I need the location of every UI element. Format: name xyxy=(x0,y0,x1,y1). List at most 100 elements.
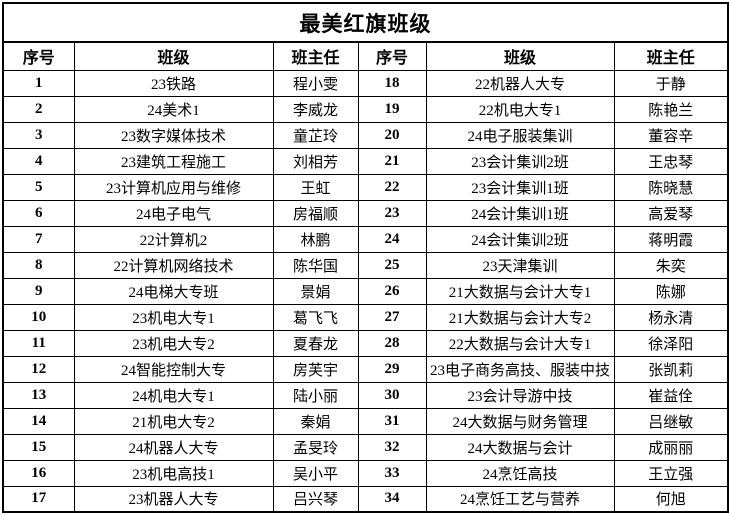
page-title: 最美红旗班级 xyxy=(2,2,729,43)
cell-class-left: 22计算机2 xyxy=(73,225,274,253)
cell-teacher-right: 陈娜 xyxy=(613,277,729,305)
cell-no-right: 24 xyxy=(357,225,427,253)
cell-teacher-left: 林鹏 xyxy=(272,225,359,253)
table-row: 11 23机电大专2 夏春龙 28 22大数据与会计大专1 徐泽阳 xyxy=(2,329,729,357)
cell-no-right: 28 xyxy=(357,329,427,357)
cell-class-left: 24机器人大专 xyxy=(73,433,274,461)
cell-teacher-right: 蒋明霞 xyxy=(613,225,729,253)
cell-teacher-right: 成丽丽 xyxy=(613,433,729,461)
cell-class-right: 23天津集训 xyxy=(425,251,615,279)
cell-teacher-right: 张凯莉 xyxy=(613,355,729,383)
table-row: 6 24电子电气 房福顺 23 24会计集训1班 高爱琴 xyxy=(2,199,729,227)
cell-class-right: 24大数据与财务管理 xyxy=(425,407,615,435)
title-row: 最美红旗班级 xyxy=(2,2,729,43)
cell-no-right: 20 xyxy=(357,121,427,149)
cell-class-right: 23会计集训1班 xyxy=(425,173,615,201)
cell-no-left: 3 xyxy=(2,121,75,149)
column-header-teacher-right: 班主任 xyxy=(613,41,729,71)
cell-teacher-left: 程小雯 xyxy=(272,69,359,97)
cell-class-left: 24电梯大专班 xyxy=(73,277,274,305)
cell-no-right: 27 xyxy=(357,303,427,331)
cell-teacher-right: 徐泽阳 xyxy=(613,329,729,357)
cell-teacher-left: 葛飞飞 xyxy=(272,303,359,331)
table-row: 17 23机器人大专 吕兴琴 34 24烹饪工艺与营养 何旭 xyxy=(2,485,729,513)
cell-class-left: 22计算机网络技术 xyxy=(73,251,274,279)
table-row: 7 22计算机2 林鹏 24 24会计集训2班 蒋明霞 xyxy=(2,225,729,253)
cell-class-right: 22机电大专1 xyxy=(425,95,615,123)
cell-no-left: 2 xyxy=(2,95,75,123)
cell-no-left: 11 xyxy=(2,329,75,357)
cell-no-right: 29 xyxy=(357,355,427,383)
cell-no-left: 10 xyxy=(2,303,75,331)
cell-class-right: 21大数据与会计大专1 xyxy=(425,277,615,305)
cell-no-right: 31 xyxy=(357,407,427,435)
cell-teacher-right: 陈晓慧 xyxy=(613,173,729,201)
cell-no-left: 1 xyxy=(2,69,75,97)
cell-class-right: 24电子服装集训 xyxy=(425,121,615,149)
cell-teacher-left: 房芙宇 xyxy=(272,355,359,383)
cell-no-right: 25 xyxy=(357,251,427,279)
cell-class-left: 23建筑工程施工 xyxy=(73,147,274,175)
cell-class-right: 22机器人大专 xyxy=(425,69,615,97)
cell-class-left: 21机电大专2 xyxy=(73,407,274,435)
column-header-no-left: 序号 xyxy=(2,41,75,71)
cell-no-right: 30 xyxy=(357,381,427,409)
table-row: 15 24机器人大专 孟旻玲 32 24大数据与会计 成丽丽 xyxy=(2,433,729,461)
cell-no-left: 13 xyxy=(2,381,75,409)
table-row: 10 23机电大专1 葛飞飞 27 21大数据与会计大专2 杨永清 xyxy=(2,303,729,331)
cell-teacher-left: 房福顺 xyxy=(272,199,359,227)
column-header-class-left: 班级 xyxy=(73,41,274,71)
table-row: 5 23计算机应用与维修 王虹 22 23会计集训1班 陈晓慧 xyxy=(2,173,729,201)
cell-teacher-right: 陈艳兰 xyxy=(613,95,729,123)
cell-class-left: 23机电大专1 xyxy=(73,303,274,331)
cell-teacher-right: 崔益佺 xyxy=(613,381,729,409)
column-header-class-right: 班级 xyxy=(425,41,615,71)
cell-class-left: 23机电大专2 xyxy=(73,329,274,357)
cell-no-left: 6 xyxy=(2,199,75,227)
cell-no-left: 8 xyxy=(2,251,75,279)
cell-teacher-left: 秦娟 xyxy=(272,407,359,435)
cell-no-right: 32 xyxy=(357,433,427,461)
cell-teacher-right: 何旭 xyxy=(613,485,729,513)
cell-teacher-left: 景娟 xyxy=(272,277,359,305)
cell-teacher-left: 陆小丽 xyxy=(272,381,359,409)
column-header-teacher-left: 班主任 xyxy=(272,41,359,71)
cell-class-right: 24烹饪工艺与营养 xyxy=(425,485,615,513)
cell-teacher-left: 夏春龙 xyxy=(272,329,359,357)
cell-class-right: 23会计集训2班 xyxy=(425,147,615,175)
table-row: 14 21机电大专2 秦娟 31 24大数据与财务管理 吕继敏 xyxy=(2,407,729,435)
cell-teacher-left: 王虹 xyxy=(272,173,359,201)
cell-no-left: 12 xyxy=(2,355,75,383)
table-row: 16 23机电高技1 吴小平 33 24烹饪高技 王立强 xyxy=(2,459,729,487)
cell-teacher-right: 王立强 xyxy=(613,459,729,487)
cell-class-left: 23机器人大专 xyxy=(73,485,274,513)
cell-teacher-right: 董容辛 xyxy=(613,121,729,149)
cell-no-right: 33 xyxy=(357,459,427,487)
cell-teacher-right: 于静 xyxy=(613,69,729,97)
cell-no-right: 23 xyxy=(357,199,427,227)
cell-class-right: 24会计集训2班 xyxy=(425,225,615,253)
cell-no-left: 4 xyxy=(2,147,75,175)
table-row: 2 24美术1 李威龙 19 22机电大专1 陈艳兰 xyxy=(2,95,729,123)
table-body: 1 23铁路 程小雯 18 22机器人大专 于静 2 24美术1 李威龙 19 22机电大专1 陈艳兰… xyxy=(2,69,729,513)
cell-class-left: 23计算机应用与维修 xyxy=(73,173,274,201)
cell-no-left: 17 xyxy=(2,485,75,513)
cell-teacher-left: 孟旻玲 xyxy=(272,433,359,461)
table-row: 9 24电梯大专班 景娟 26 21大数据与会计大专1 陈娜 xyxy=(2,277,729,305)
cell-no-right: 22 xyxy=(357,173,427,201)
cell-teacher-left: 吕兴琴 xyxy=(272,485,359,513)
cell-class-left: 24电子电气 xyxy=(73,199,274,227)
cell-no-left: 16 xyxy=(2,459,75,487)
cell-teacher-left: 李威龙 xyxy=(272,95,359,123)
cell-teacher-left: 陈华国 xyxy=(272,251,359,279)
table-row: 4 23建筑工程施工 刘相芳 21 23会计集训2班 王忠琴 xyxy=(2,147,729,175)
cell-teacher-right: 杨永清 xyxy=(613,303,729,331)
cell-no-right: 19 xyxy=(357,95,427,123)
cell-no-left: 14 xyxy=(2,407,75,435)
cell-class-left: 23铁路 xyxy=(73,69,274,97)
cell-class-left: 24机电大专1 xyxy=(73,381,274,409)
cell-no-right: 34 xyxy=(357,485,427,513)
cell-class-right: 24大数据与会计 xyxy=(425,433,615,461)
